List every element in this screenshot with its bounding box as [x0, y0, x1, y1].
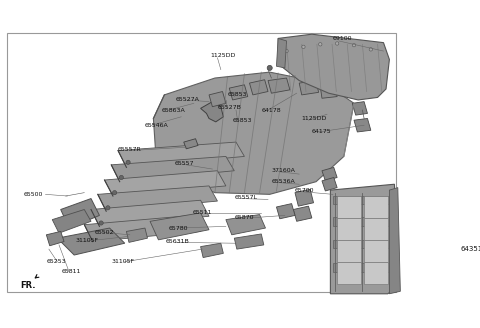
Text: 64178: 64178 — [261, 108, 281, 113]
Polygon shape — [276, 204, 295, 219]
Text: 1125DD: 1125DD — [211, 53, 236, 58]
Text: 69100: 69100 — [333, 36, 352, 41]
Text: 65870: 65870 — [234, 215, 254, 220]
Circle shape — [126, 160, 130, 164]
Text: 65853: 65853 — [228, 92, 247, 97]
Polygon shape — [105, 171, 226, 196]
Polygon shape — [154, 72, 354, 195]
Polygon shape — [352, 102, 368, 115]
Polygon shape — [322, 167, 337, 181]
Polygon shape — [250, 80, 268, 95]
Bar — [364, 196, 388, 218]
Bar — [364, 262, 388, 284]
Polygon shape — [84, 215, 201, 241]
Circle shape — [119, 175, 123, 180]
Text: 65780: 65780 — [168, 226, 188, 231]
Bar — [337, 218, 361, 240]
Polygon shape — [60, 198, 99, 228]
Polygon shape — [52, 210, 91, 233]
Text: 65527B: 65527B — [217, 105, 241, 110]
Polygon shape — [333, 196, 395, 204]
Polygon shape — [111, 156, 234, 182]
Text: 65700: 65700 — [294, 189, 313, 194]
Text: 65557: 65557 — [174, 161, 194, 166]
Polygon shape — [184, 139, 198, 149]
Text: 1125DD: 1125DD — [302, 116, 327, 121]
Polygon shape — [57, 228, 125, 255]
Circle shape — [336, 42, 339, 45]
Polygon shape — [295, 189, 313, 206]
Polygon shape — [330, 184, 398, 294]
Circle shape — [319, 43, 322, 46]
Bar — [337, 262, 361, 284]
Polygon shape — [299, 81, 319, 95]
Polygon shape — [293, 206, 312, 221]
Text: 65546A: 65546A — [145, 123, 168, 128]
Polygon shape — [333, 217, 395, 226]
Polygon shape — [229, 85, 248, 100]
Circle shape — [369, 48, 372, 51]
Text: 64351A: 64351A — [460, 246, 480, 252]
Bar — [337, 196, 361, 218]
Bar — [337, 240, 361, 262]
Polygon shape — [150, 213, 209, 240]
Text: 64175: 64175 — [312, 129, 332, 133]
Text: 65502: 65502 — [95, 230, 114, 235]
Text: 65500: 65500 — [24, 192, 43, 197]
Polygon shape — [268, 78, 290, 93]
Polygon shape — [91, 200, 209, 226]
Text: 65527A: 65527A — [175, 97, 199, 102]
Text: 31105F: 31105F — [111, 259, 134, 264]
Polygon shape — [389, 188, 400, 294]
Text: 65511: 65511 — [192, 210, 212, 215]
Text: 31105F: 31105F — [76, 238, 99, 243]
Circle shape — [112, 191, 117, 195]
Polygon shape — [333, 263, 395, 272]
Text: 37160A: 37160A — [271, 168, 295, 173]
Text: 65863A: 65863A — [162, 108, 186, 113]
Polygon shape — [320, 85, 337, 98]
Polygon shape — [126, 228, 147, 242]
Circle shape — [302, 45, 305, 49]
Circle shape — [352, 44, 356, 47]
Polygon shape — [47, 232, 64, 246]
Polygon shape — [276, 38, 287, 68]
Polygon shape — [201, 243, 223, 257]
Text: 65557L: 65557L — [234, 195, 257, 200]
Polygon shape — [234, 234, 264, 249]
Polygon shape — [333, 240, 395, 248]
Bar — [448, 241, 480, 281]
Polygon shape — [226, 215, 265, 235]
Circle shape — [267, 65, 272, 71]
Polygon shape — [322, 177, 337, 191]
Polygon shape — [278, 34, 389, 100]
Text: 65557R: 65557R — [118, 147, 142, 152]
Circle shape — [99, 221, 103, 225]
Circle shape — [285, 50, 288, 53]
Polygon shape — [354, 118, 371, 132]
Polygon shape — [98, 186, 217, 211]
Circle shape — [106, 206, 110, 210]
Polygon shape — [201, 102, 223, 122]
Polygon shape — [209, 92, 226, 107]
Bar — [364, 240, 388, 262]
Text: 65536A: 65536A — [271, 179, 295, 184]
Text: 65631B: 65631B — [165, 239, 189, 244]
Text: FR.: FR. — [20, 281, 36, 290]
Text: 65811: 65811 — [61, 269, 81, 275]
Text: 65853: 65853 — [233, 118, 252, 123]
Polygon shape — [118, 142, 244, 167]
Bar — [364, 218, 388, 240]
Text: 65253: 65253 — [47, 259, 66, 264]
